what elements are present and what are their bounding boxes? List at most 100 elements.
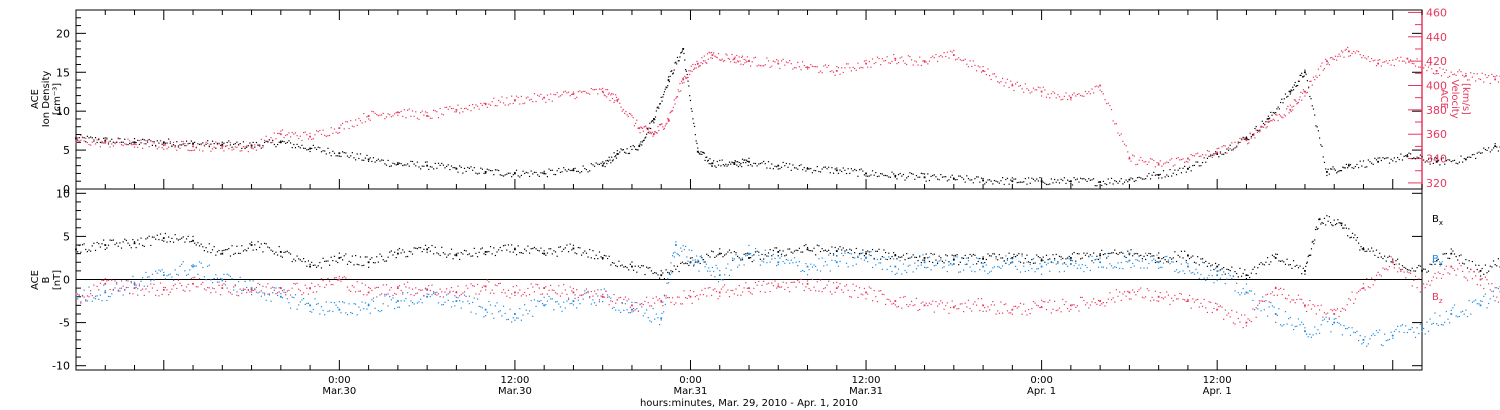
data-point — [239, 150, 241, 152]
data-point — [535, 248, 537, 250]
data-point — [1419, 265, 1421, 267]
data-point — [1140, 177, 1142, 179]
data-point — [1305, 265, 1307, 268]
data-point — [1026, 261, 1028, 263]
data-point — [980, 262, 983, 264]
data-point — [468, 167, 470, 169]
data-point — [793, 257, 796, 259]
data-point — [129, 292, 131, 295]
data-point — [133, 141, 136, 144]
data-point — [1148, 161, 1150, 163]
data-point — [346, 155, 349, 157]
data-point — [1305, 73, 1307, 75]
data-point — [1218, 156, 1220, 158]
data-point — [93, 139, 95, 141]
data-point — [789, 248, 791, 250]
data-point — [1141, 260, 1143, 262]
data-point — [1011, 261, 1014, 264]
data-point — [268, 247, 271, 249]
data-point — [930, 269, 932, 271]
data-point — [878, 57, 880, 60]
data-point — [706, 156, 708, 158]
data-point — [1104, 253, 1106, 255]
data-point — [1310, 254, 1312, 256]
data-point — [1494, 78, 1497, 81]
data-point — [1203, 157, 1205, 159]
data-point — [889, 258, 892, 260]
data-point — [304, 131, 306, 133]
data-point — [327, 135, 329, 137]
data-point — [1478, 303, 1480, 305]
data-point — [550, 93, 552, 95]
data-point — [181, 144, 183, 146]
data-point — [527, 96, 529, 98]
data-point — [355, 255, 357, 257]
data-point — [977, 65, 979, 67]
data-point — [255, 141, 258, 144]
data-point — [772, 249, 774, 252]
data-point — [213, 246, 215, 248]
data-point — [644, 273, 646, 276]
data-point — [279, 251, 282, 253]
data-point — [1011, 84, 1014, 87]
data-point — [1302, 267, 1304, 269]
data-point — [1268, 117, 1271, 119]
data-point — [717, 254, 719, 256]
data-point — [252, 249, 254, 251]
data-point — [741, 158, 744, 160]
data-point — [88, 137, 90, 139]
data-point — [616, 265, 618, 268]
data-point — [1094, 185, 1096, 187]
data-point — [315, 303, 318, 305]
data-point — [1401, 60, 1404, 62]
data-point — [1216, 274, 1219, 277]
data-point — [1026, 254, 1028, 256]
data-point — [355, 119, 357, 121]
data-point — [302, 131, 305, 134]
data-point — [400, 252, 402, 254]
data-point — [1263, 309, 1265, 311]
data-point — [252, 141, 254, 144]
data-point — [411, 253, 414, 255]
data-point — [114, 143, 116, 145]
data-point — [298, 258, 300, 260]
data-point — [925, 267, 927, 269]
data-point — [514, 313, 516, 315]
data-point — [625, 152, 627, 154]
data-point — [366, 308, 368, 310]
data-point — [403, 283, 405, 285]
data-point — [1086, 252, 1088, 254]
series-z — [75, 256, 1500, 329]
data-point — [1315, 125, 1317, 127]
data-point — [418, 246, 420, 249]
data-point — [855, 69, 857, 71]
data-point — [695, 67, 697, 69]
data-point — [93, 140, 95, 142]
data-point — [1109, 182, 1111, 184]
data-point — [1242, 272, 1244, 275]
data-point — [187, 149, 189, 151]
data-point — [1321, 62, 1323, 64]
data-point — [151, 236, 154, 238]
data-point — [625, 110, 627, 113]
data-point — [693, 67, 696, 69]
data-point — [897, 268, 900, 270]
data-point — [416, 161, 418, 163]
data-point — [674, 251, 676, 253]
data-point — [1089, 179, 1091, 181]
data-point — [836, 255, 838, 257]
data-point — [689, 257, 692, 259]
data-point — [1424, 64, 1426, 66]
data-point — [371, 299, 373, 301]
data-point — [124, 289, 126, 291]
data-point — [802, 269, 804, 272]
data-point — [990, 270, 992, 272]
data-point — [528, 252, 531, 254]
data-point — [1384, 333, 1386, 335]
data-point — [192, 239, 194, 242]
data-point — [790, 169, 792, 171]
data-point — [1484, 293, 1486, 295]
data-point — [1223, 153, 1225, 155]
data-point — [764, 163, 766, 165]
data-point — [813, 264, 815, 266]
